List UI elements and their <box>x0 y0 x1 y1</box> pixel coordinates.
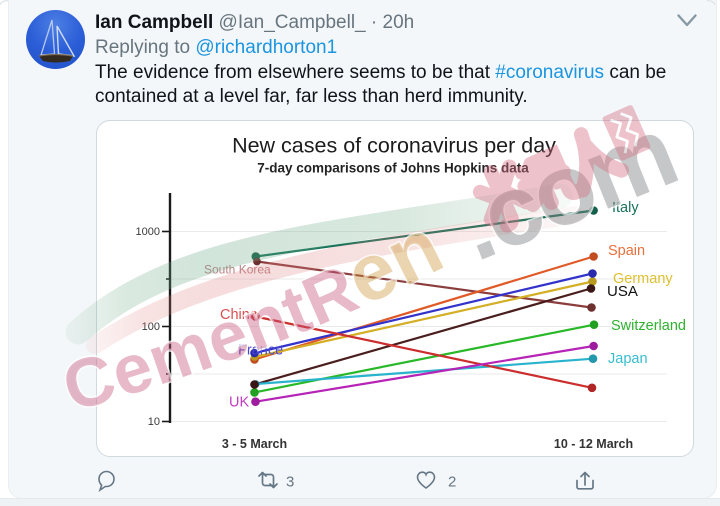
svg-text:3 - 5 March: 3 - 5 March <box>222 437 287 451</box>
svg-text:Japan: Japan <box>608 351 648 367</box>
svg-text:Switzerland: Switzerland <box>611 318 686 334</box>
svg-text:3: 3 <box>286 474 294 491</box>
svg-text:2: 2 <box>448 474 456 491</box>
svg-text:USA: USA <box>607 283 638 300</box>
svg-text:Germany: Germany <box>613 271 673 287</box>
svg-text:China: China <box>220 307 259 323</box>
svg-text:7-day comparisons of Johns Hop: 7-day comparisons of Johns Hopkins data <box>257 161 529 176</box>
svg-text:Italy: Italy <box>612 200 639 216</box>
svg-text:10 - 12 March: 10 - 12 March <box>554 437 633 451</box>
svg-text:10: 10 <box>148 416 160 428</box>
svg-text:1000: 1000 <box>136 226 160 238</box>
svg-text:France: France <box>238 343 283 359</box>
svg-text:Spain: Spain <box>608 243 645 259</box>
svg-text:UK: UK <box>229 395 249 411</box>
svg-text:New cases of coronavirus per d: New cases of coronavirus per day <box>232 134 556 158</box>
